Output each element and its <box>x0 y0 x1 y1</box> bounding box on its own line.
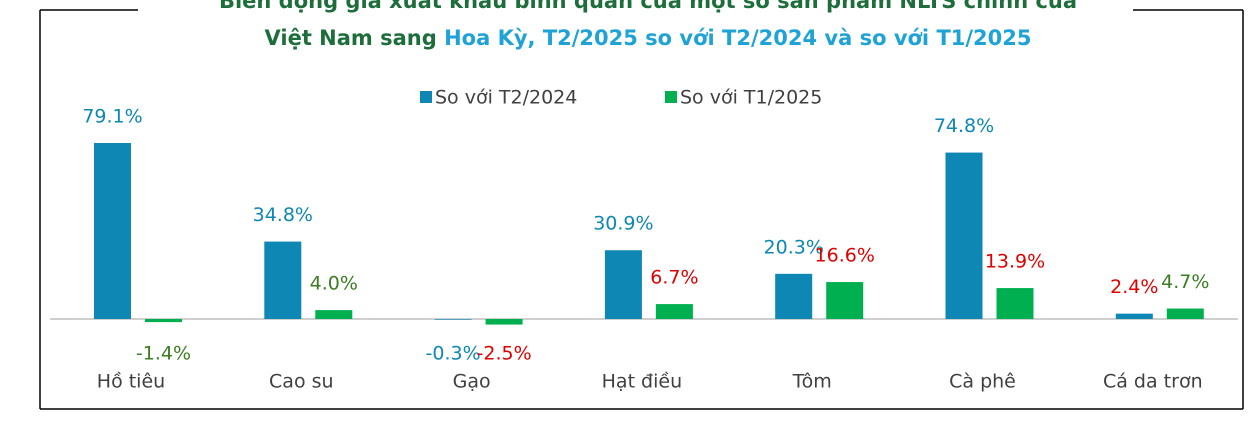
data-label: 16.6% <box>815 245 875 267</box>
chart-title-part: Việt Nam sang <box>265 26 437 50</box>
bar <box>655 304 693 319</box>
data-label: 6.7% <box>650 267 698 289</box>
bar <box>264 241 302 319</box>
chart-title: Việt Nam sang Hoa Kỳ, T2/2025 so với T2/… <box>265 26 1032 50</box>
bar <box>775 273 813 319</box>
x-tick-label: Gạo <box>453 371 491 393</box>
data-label: 2.4% <box>1110 276 1158 298</box>
bar <box>434 319 472 320</box>
bar <box>485 319 523 325</box>
legend-swatch <box>420 91 432 103</box>
frame <box>39 9 1244 410</box>
data-label: 20.3% <box>764 236 824 258</box>
bar <box>315 310 353 319</box>
chart-title-part: Hoa Kỳ, T2/2025 so với T2/2024 và so với… <box>444 26 1031 50</box>
data-label: 13.9% <box>985 251 1045 273</box>
bar <box>1115 313 1153 319</box>
bar <box>1166 308 1204 319</box>
bar <box>996 288 1034 319</box>
x-tick-label: Cà phê <box>949 371 1016 393</box>
data-label: -1.4% <box>136 343 191 365</box>
x-tick-label: Cá da trơn <box>1103 371 1203 393</box>
chart-title: Biến động giá xuất khẩu bình quân của mộ… <box>219 0 1077 13</box>
data-label: 34.8% <box>253 204 313 226</box>
bar <box>604 250 642 319</box>
x-tick-label: Tôm <box>792 371 832 393</box>
legend-label: So với T2/2024 <box>435 87 577 109</box>
legend-label: So với T1/2025 <box>680 87 822 109</box>
data-label: 74.8% <box>934 115 994 137</box>
legend-swatch <box>665 91 677 103</box>
data-label: 30.9% <box>593 213 653 235</box>
data-label: 4.7% <box>1161 271 1209 293</box>
bar <box>145 319 182 323</box>
data-label: -0.3% <box>426 343 481 365</box>
bar <box>94 143 131 319</box>
bar <box>826 282 864 319</box>
bar <box>945 152 983 319</box>
data-label: 4.0% <box>310 273 358 295</box>
data-label: -2.5% <box>477 343 532 365</box>
data-label: 79.1% <box>82 106 142 128</box>
x-tick-label: Cao su <box>269 371 334 393</box>
x-tick-label: Hạt điều <box>602 371 683 393</box>
x-tick-label: Hồ tiêu <box>97 371 165 393</box>
